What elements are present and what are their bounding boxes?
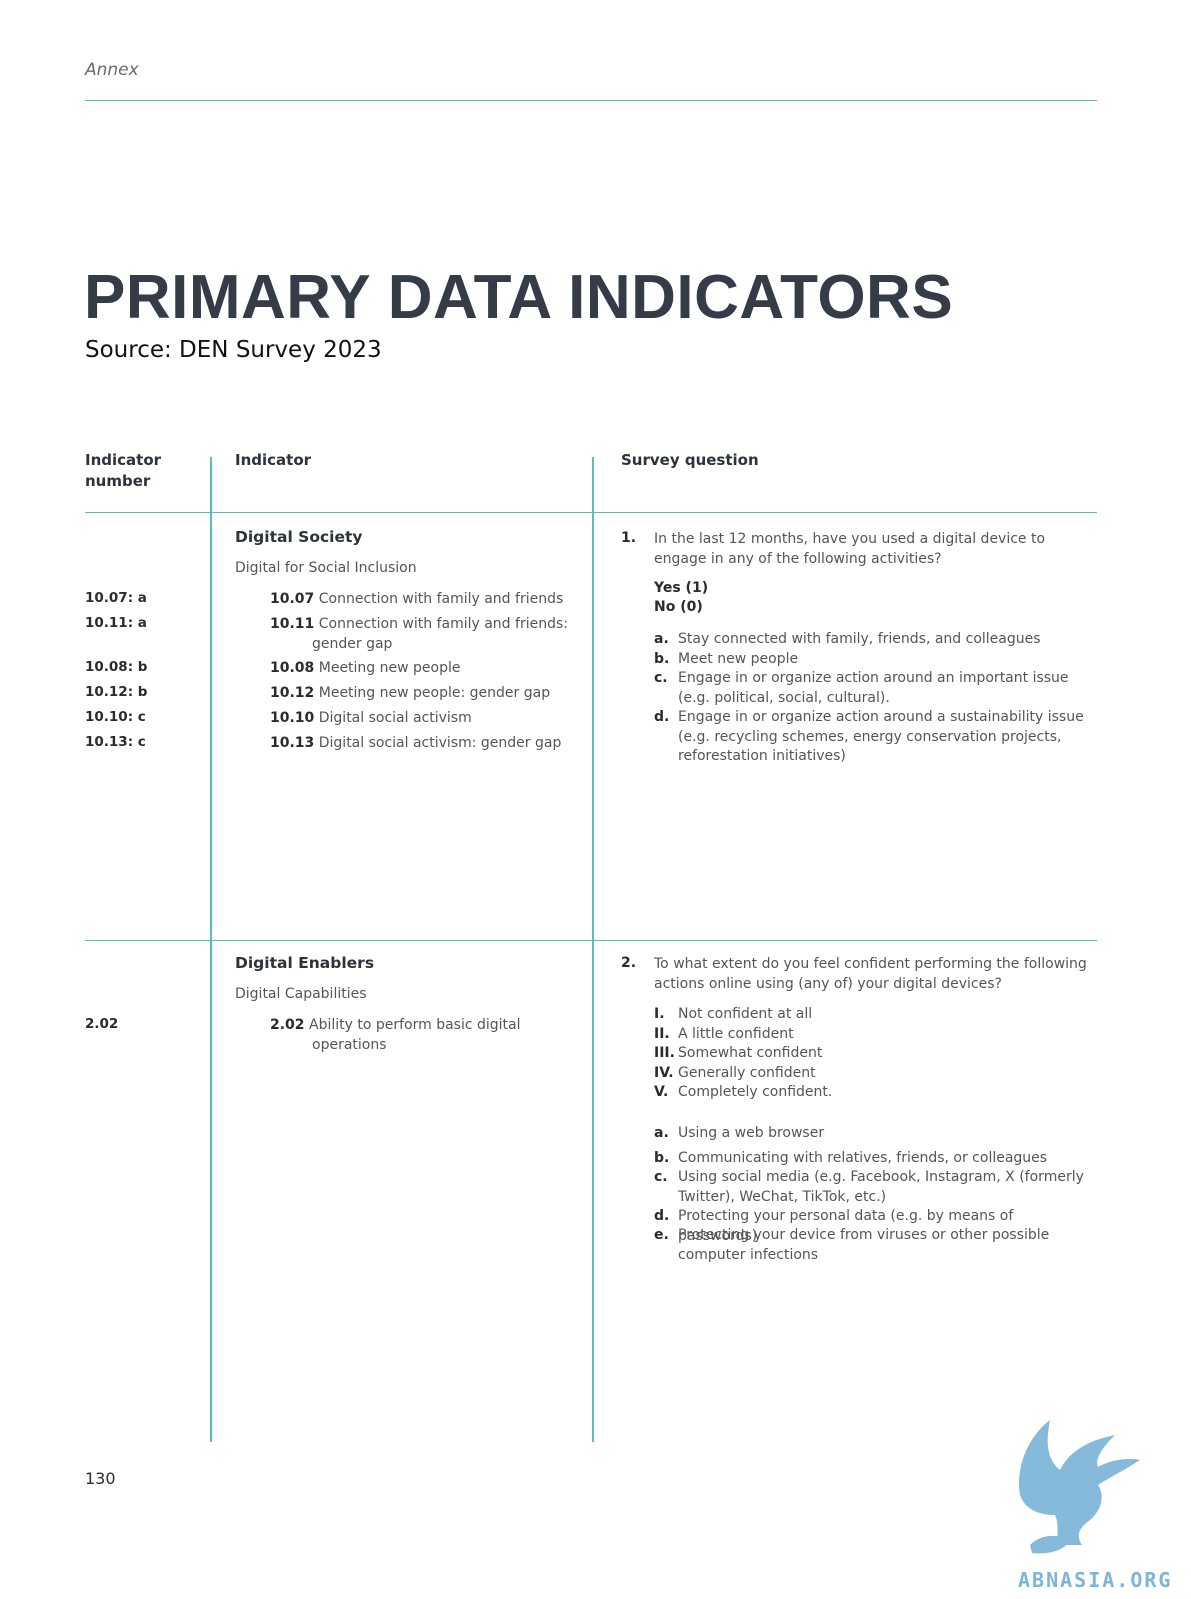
indicator-number: 10.13: c	[85, 734, 146, 750]
question-text: In the last 12 months, have you used a d…	[654, 531, 1046, 567]
scale-option: Yes (1)	[654, 580, 709, 596]
answer-option: c. Using social media (e.g. Facebook, Ins…	[654, 1169, 1084, 1205]
griffin-logo-icon	[1019, 1420, 1140, 1554]
indicator-item: 10.11 Connection with family and friends…	[270, 616, 568, 652]
question-text: To what extent do you feel confident per…	[654, 956, 1087, 992]
indicator-item: 10.08 Meeting new people	[270, 660, 461, 676]
answer-option: b. Meet new people	[654, 651, 799, 667]
page-title: PRIMARY DATA INDICATORS	[84, 263, 954, 332]
answer-option: a. Stay connected with family, friends, a…	[654, 631, 1041, 647]
answer-option: d. Protecting your personal data (e.g. by…	[654, 1208, 1014, 1244]
answer-option: e. Protecting your device from viruses or…	[654, 1227, 1050, 1263]
section-title: Digital Enablers	[235, 954, 375, 972]
scale-option: No (0)	[654, 599, 703, 615]
section-divider-rule	[85, 940, 1097, 941]
header-rule	[85, 100, 1097, 101]
indicator-number: 10.08: b	[85, 659, 148, 675]
answer-option: b. Communicating with relatives, friends,…	[654, 1150, 1048, 1166]
answer-option: d. Engage in or organize action around a …	[654, 709, 1084, 764]
column-divider-left	[210, 457, 212, 1442]
indicator-item: 10.12 Meeting new people: gender gap	[270, 685, 551, 701]
indicator-item: 2.02 Ability to perform basic digital op…	[270, 1017, 521, 1053]
indicator-item: 10.10 Digital social activism	[270, 710, 472, 726]
scale-option: II. A little confident	[654, 1026, 794, 1042]
scale-option: IV. Generally confident	[654, 1065, 816, 1081]
column-header-survey-question: Survey question	[621, 451, 759, 469]
running-header: Annex	[85, 60, 139, 80]
indicator-number: 2.02	[85, 1016, 119, 1032]
indicator-item: 10.07 Connection with family and friends	[270, 591, 564, 607]
table-header-rule	[85, 512, 1097, 513]
answer-option: c. Engage in or organize action around an…	[654, 670, 1069, 706]
watermark-text: ABNASIA.ORG	[1018, 1568, 1173, 1592]
section-title: Digital Society	[235, 528, 363, 546]
section-subtitle: Digital Capabilities	[235, 986, 367, 1002]
question-number: 2.	[621, 955, 637, 971]
page-subtitle: Source: DEN Survey 2023	[85, 337, 382, 363]
indicator-item: 10.13 Digital social activism: gender ga…	[270, 735, 562, 751]
question-number: 1.	[621, 530, 637, 546]
answer-option: a. Using a web browser	[654, 1125, 825, 1141]
column-header-indicator-number: Indicator number	[85, 451, 162, 490]
indicator-number: 10.11: a	[85, 615, 147, 631]
indicator-number: 10.12: b	[85, 684, 148, 700]
page-number: 130	[85, 1469, 116, 1488]
column-divider-right	[592, 457, 594, 1442]
scale-option: V. Completely confident.	[654, 1084, 833, 1100]
column-header-indicator: Indicator	[235, 451, 312, 469]
scale-option: III. Somewhat confident	[654, 1045, 823, 1061]
indicator-number: 10.10: c	[85, 709, 146, 725]
indicator-number: 10.07: a	[85, 590, 147, 606]
scale-option: I. Not confident at all	[654, 1006, 813, 1022]
section-subtitle: Digital for Social Inclusion	[235, 560, 417, 576]
